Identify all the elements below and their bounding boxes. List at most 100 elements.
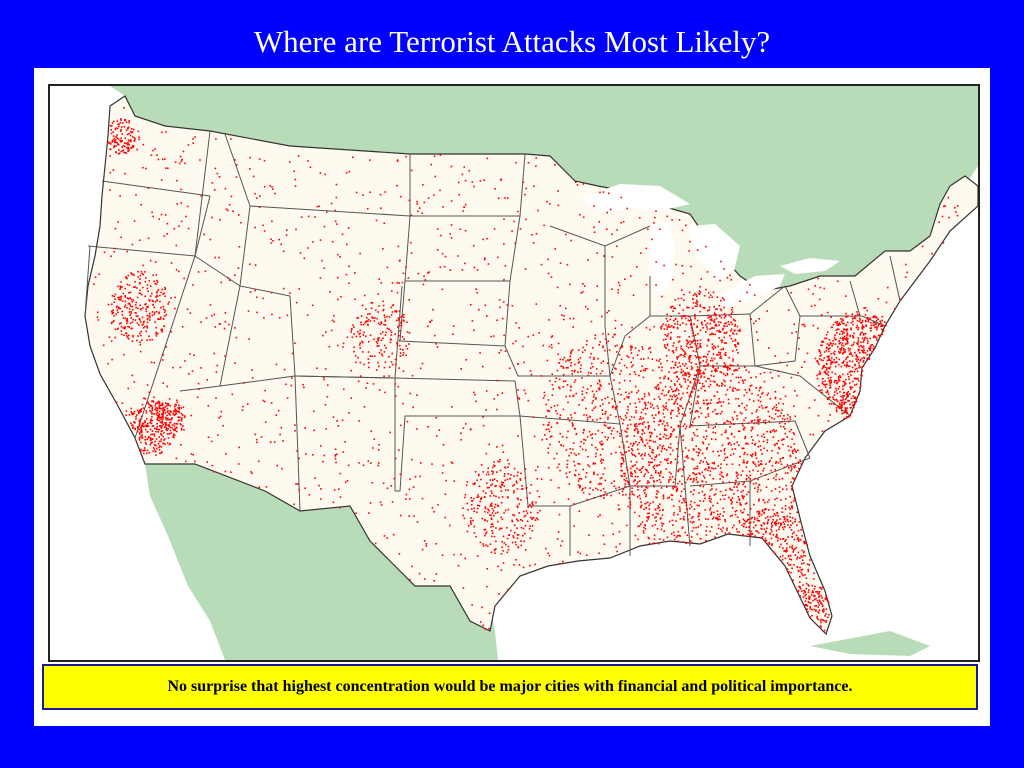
attack-point — [138, 424, 141, 427]
attack-point — [643, 508, 645, 511]
attack-point — [774, 468, 776, 471]
attack-point — [856, 342, 858, 345]
attack-point — [623, 398, 626, 400]
attack-point — [586, 419, 589, 421]
attack-point — [678, 534, 681, 537]
attack-point — [487, 508, 489, 511]
attack-point — [827, 420, 830, 422]
attack-point — [856, 378, 858, 380]
attack-point — [800, 463, 803, 465]
attack-point — [481, 606, 483, 609]
attack-point — [825, 391, 828, 394]
attack-point — [817, 414, 820, 417]
attack-point — [156, 447, 158, 450]
attack-point — [789, 516, 791, 518]
attack-point — [712, 504, 714, 507]
attack-point — [866, 354, 868, 356]
attack-point — [873, 345, 875, 348]
attack-point — [906, 271, 908, 274]
attack-point — [178, 225, 180, 227]
attack-point — [516, 534, 519, 536]
attack-point — [162, 442, 164, 445]
attack-point — [723, 332, 726, 334]
attack-point — [154, 408, 156, 410]
attack-point — [699, 485, 701, 487]
attack-point — [719, 513, 722, 515]
attack-point — [677, 455, 679, 458]
attack-point — [175, 457, 178, 460]
attack-point — [345, 172, 348, 174]
attack-point — [744, 379, 746, 381]
attack-point — [594, 446, 597, 449]
attack-point — [568, 454, 570, 457]
attack-point — [770, 417, 773, 419]
attack-point — [603, 467, 606, 470]
attack-point — [437, 228, 439, 230]
attack-point — [675, 398, 678, 401]
attack-point — [853, 401, 855, 403]
attack-point — [635, 411, 638, 414]
attack-point — [312, 454, 314, 456]
attack-point — [705, 534, 708, 536]
attack-point — [118, 296, 121, 299]
attack-point — [779, 361, 782, 364]
attack-point — [420, 462, 422, 464]
attack-point — [800, 555, 802, 557]
attack-point — [690, 500, 692, 503]
attack-point — [377, 293, 379, 295]
attack-point — [707, 415, 710, 417]
attack-point — [728, 323, 730, 326]
attack-point — [142, 425, 144, 427]
attack-point — [586, 388, 589, 390]
attack-point — [402, 370, 405, 372]
attack-point — [829, 396, 831, 398]
attack-point — [158, 312, 160, 315]
attack-point — [720, 316, 723, 319]
attack-point — [531, 502, 533, 505]
attack-point — [653, 222, 655, 224]
attack-point — [532, 334, 535, 336]
attack-point — [488, 612, 491, 614]
attack-point — [875, 323, 878, 325]
attack-point — [743, 481, 745, 484]
attack-point — [660, 470, 662, 473]
attack-point — [560, 365, 562, 367]
attack-point — [683, 365, 686, 367]
attack-point — [685, 339, 688, 341]
attack-point — [588, 493, 591, 495]
attack-point — [766, 543, 769, 545]
attack-point — [670, 331, 672, 334]
attack-point — [436, 346, 439, 348]
attack-point — [471, 604, 473, 606]
attack-point — [521, 485, 523, 487]
attack-point — [652, 476, 654, 479]
attack-point — [153, 413, 155, 415]
attack-point — [151, 338, 154, 341]
attack-point — [693, 501, 696, 504]
attack-point — [413, 515, 415, 517]
attack-point — [717, 367, 719, 369]
attack-point — [732, 418, 734, 421]
attack-point — [829, 379, 831, 381]
attack-point — [843, 349, 845, 351]
attack-point — [818, 349, 821, 351]
attack-point — [658, 506, 661, 509]
attack-point — [149, 259, 152, 262]
attack-point — [786, 364, 788, 367]
attack-point — [251, 377, 254, 379]
attack-point — [596, 299, 598, 301]
attack-point — [149, 300, 151, 302]
attack-point — [282, 250, 285, 253]
attack-point — [674, 307, 676, 310]
attack-point — [611, 398, 614, 400]
attack-point — [767, 478, 769, 481]
attack-point — [711, 467, 713, 469]
attack-point — [841, 318, 844, 321]
attack-point — [785, 488, 788, 491]
attack-point — [724, 366, 726, 368]
attack-point — [548, 421, 550, 424]
attack-point — [752, 526, 755, 529]
attack-point — [792, 466, 795, 468]
attack-point — [691, 307, 694, 309]
attack-point — [692, 516, 694, 518]
